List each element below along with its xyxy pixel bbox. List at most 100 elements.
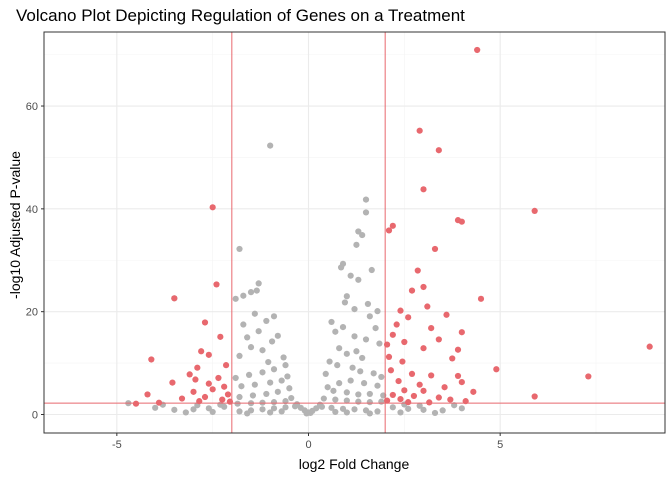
data-point bbox=[362, 196, 370, 203]
data-point bbox=[236, 393, 243, 401]
data-point bbox=[343, 397, 350, 404]
x-axis-title: log2 Fold Change bbox=[299, 456, 410, 472]
data-point bbox=[186, 371, 193, 378]
data-point bbox=[270, 313, 278, 320]
data-point bbox=[196, 398, 203, 405]
data-point bbox=[447, 396, 454, 403]
y-axis-title: -log10 Adjusted P-value bbox=[7, 151, 23, 299]
data-point bbox=[232, 295, 239, 302]
data-point bbox=[247, 344, 255, 351]
data-point bbox=[360, 380, 368, 387]
data-point bbox=[291, 403, 299, 410]
data-point bbox=[408, 370, 416, 377]
data-point bbox=[326, 358, 333, 365]
data-point bbox=[190, 388, 197, 395]
data-point bbox=[420, 406, 427, 413]
x-tick-label: 0 bbox=[305, 439, 311, 451]
data-point bbox=[336, 345, 343, 352]
data-point bbox=[209, 408, 216, 416]
data-point bbox=[420, 186, 427, 193]
panel-border bbox=[43, 31, 666, 434]
data-point bbox=[451, 402, 458, 409]
data-point bbox=[148, 356, 155, 363]
data-point bbox=[259, 369, 266, 376]
data-point bbox=[351, 406, 358, 413]
data-point bbox=[240, 321, 247, 328]
data-point bbox=[374, 408, 381, 415]
data-point bbox=[253, 287, 260, 294]
data-point bbox=[372, 325, 379, 332]
data-point bbox=[389, 331, 396, 338]
data-point bbox=[458, 329, 465, 336]
data-point bbox=[374, 308, 381, 315]
data-point bbox=[238, 383, 245, 390]
data-point bbox=[393, 321, 400, 328]
data-point bbox=[349, 364, 356, 371]
data-point bbox=[458, 379, 465, 386]
data-point bbox=[585, 373, 592, 380]
data-point bbox=[441, 384, 448, 391]
data-point bbox=[205, 380, 212, 387]
data-point bbox=[324, 384, 331, 391]
data-point bbox=[209, 386, 216, 393]
data-point bbox=[376, 340, 383, 347]
data-point bbox=[420, 387, 427, 394]
data-point bbox=[355, 398, 362, 405]
data-point bbox=[359, 231, 366, 239]
data-point bbox=[341, 299, 349, 306]
x-tick-label: 5 bbox=[497, 439, 503, 451]
data-point bbox=[353, 348, 360, 355]
data-point bbox=[389, 222, 396, 229]
threshold-lines bbox=[44, 32, 665, 433]
data-point bbox=[458, 405, 465, 412]
data-point bbox=[328, 404, 335, 411]
data-point bbox=[263, 390, 270, 398]
data-point bbox=[320, 395, 327, 402]
data-point bbox=[347, 377, 354, 384]
data-point bbox=[215, 374, 222, 382]
data-point bbox=[209, 204, 216, 211]
data-point bbox=[362, 336, 370, 343]
data-point bbox=[405, 314, 412, 321]
data-point bbox=[263, 317, 270, 325]
data-point bbox=[249, 392, 257, 399]
data-point bbox=[443, 311, 450, 318]
y-tick-label: 60 bbox=[26, 101, 38, 113]
data-point bbox=[351, 333, 358, 340]
data-point bbox=[201, 319, 209, 326]
data-point bbox=[414, 267, 421, 274]
data-point bbox=[449, 355, 456, 362]
data-point bbox=[270, 399, 278, 406]
data-point bbox=[431, 409, 439, 417]
data-point bbox=[194, 364, 201, 371]
data-point bbox=[282, 362, 289, 369]
data-point bbox=[278, 377, 285, 384]
data-point bbox=[236, 408, 243, 415]
data-point bbox=[370, 370, 377, 377]
chart-title: Volcano Plot Depicting Regulation of Gen… bbox=[16, 6, 465, 25]
data-point bbox=[190, 406, 197, 413]
data-point bbox=[397, 307, 404, 314]
data-point bbox=[366, 390, 373, 398]
data-point bbox=[351, 306, 358, 313]
data-point bbox=[330, 387, 337, 394]
data-point bbox=[286, 385, 293, 392]
data-point bbox=[132, 400, 140, 407]
data-point bbox=[339, 323, 347, 331]
data-point bbox=[401, 387, 408, 394]
data-point bbox=[359, 354, 366, 362]
data-point bbox=[428, 372, 435, 379]
data-point bbox=[474, 46, 481, 54]
data-point bbox=[288, 394, 295, 402]
data-point bbox=[343, 293, 350, 300]
data-point bbox=[439, 407, 446, 414]
data-point bbox=[389, 404, 396, 411]
data-point bbox=[416, 381, 423, 388]
data-point bbox=[244, 410, 251, 417]
data-point bbox=[155, 399, 163, 406]
data-point bbox=[470, 388, 477, 395]
data-point bbox=[265, 358, 272, 366]
y-tick-label: 40 bbox=[26, 204, 38, 216]
data-point bbox=[247, 289, 255, 296]
